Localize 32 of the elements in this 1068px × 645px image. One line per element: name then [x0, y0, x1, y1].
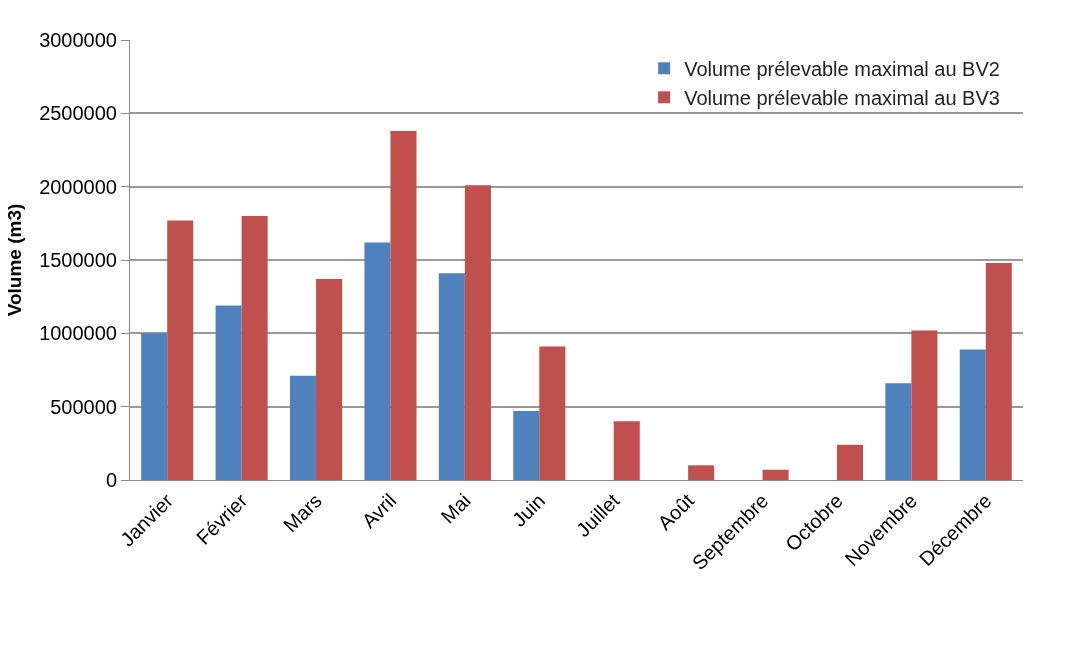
bar	[513, 411, 540, 480]
y-axis-title: Volume (m3)	[3, 203, 25, 317]
x-tick-label: Juin	[507, 489, 550, 531]
bar	[911, 330, 938, 480]
bar	[959, 349, 986, 480]
bar	[539, 346, 566, 480]
legend-label: Volume prélevable maximal au BV3	[684, 87, 1000, 110]
y-tick-label: 500000	[50, 395, 117, 418]
x-tick-label: Mai	[436, 489, 475, 528]
bar	[688, 465, 715, 480]
bar	[390, 130, 417, 480]
bar	[167, 220, 194, 480]
bar	[241, 216, 268, 480]
bar	[290, 375, 317, 480]
bar	[836, 444, 863, 480]
bar	[464, 185, 491, 480]
bar	[364, 242, 391, 480]
y-tick-label: 1000000	[39, 322, 117, 345]
y-tick-label: 2000000	[39, 175, 117, 198]
bar	[438, 273, 465, 480]
bar	[613, 421, 640, 480]
bar	[141, 333, 168, 480]
y-tick-label: 1500000	[39, 249, 117, 271]
legend-label: Volume prélevable maximal au BV2	[684, 58, 1000, 81]
bar	[985, 262, 1012, 480]
bar	[762, 469, 789, 480]
bar	[316, 279, 343, 480]
bar	[885, 383, 912, 480]
y-tick-label: 3000000	[39, 29, 117, 51]
bar	[215, 305, 242, 480]
y-tick-label: 0	[105, 469, 117, 491]
y-tick-label: 2500000	[39, 102, 117, 125]
